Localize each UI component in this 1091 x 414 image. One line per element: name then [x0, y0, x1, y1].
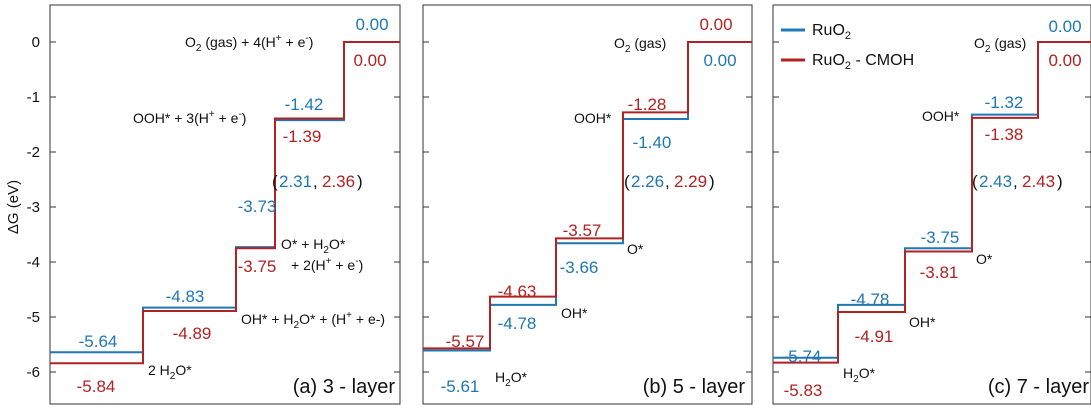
ruo2-value-label: -5.61 — [441, 377, 480, 396]
panel-title: (c) 7 - layer — [988, 376, 1089, 398]
species-label: H2O* — [843, 365, 876, 385]
species-label: OOH* — [574, 110, 612, 126]
species-label: H2O* — [495, 369, 528, 389]
species-label: OH* — [909, 314, 936, 330]
ruo2-value-label: -3.66 — [560, 258, 599, 277]
ruo2-value-label: -4.78 — [851, 290, 890, 309]
y-tick-label: -2 — [27, 144, 40, 161]
overpotential-paren: ( — [272, 172, 278, 191]
overpotential-paren: ) — [1057, 172, 1063, 191]
overpotential-comma: , — [1013, 172, 1018, 191]
series-line-cmoh — [773, 41, 1091, 364]
overpotential-ruo2: 2.31 — [279, 172, 312, 191]
cmoh-value-label: -3.81 — [920, 263, 959, 282]
species-label: OOH* + 3(H+ + e-) — [133, 109, 246, 126]
panel-frame — [772, 4, 1091, 405]
species-label: OH* — [561, 305, 588, 321]
species-label: OH* + H2O* + (H+ + e-) — [241, 310, 385, 331]
panel-frame — [422, 4, 753, 405]
overpotential-ruo2: 2.26 — [631, 172, 664, 191]
ruo2-value-label: 0.00 — [1048, 17, 1081, 36]
cmoh-value-label: -3.57 — [563, 221, 602, 240]
panel-frame — [49, 4, 401, 405]
ruo2-value-label: -3.75 — [921, 228, 960, 247]
series-line-ruo2 — [773, 41, 1091, 359]
cmoh-value-label: -5.84 — [77, 377, 116, 396]
cmoh-value-label: 0.00 — [699, 15, 732, 34]
panel-title: (b) 5 - layer — [643, 376, 746, 398]
overpotential-cmoh: 2.36 — [322, 172, 355, 191]
species-label: O2 (gas) — [614, 35, 666, 55]
cmoh-value-label: -5.57 — [446, 332, 485, 351]
ruo2-value-label: -1.32 — [985, 93, 1024, 112]
overpotential-paren: ( — [624, 172, 630, 191]
overpotential-comma: , — [313, 172, 318, 191]
species-label: O* — [627, 241, 644, 257]
ruo2-value-label: -5.74 — [783, 347, 822, 366]
cmoh-value-label: -5.83 — [784, 381, 823, 400]
ruo2-value-label: 0.00 — [355, 15, 388, 34]
series-line-ruo2 — [423, 41, 752, 352]
cmoh-value-label: -4.89 — [173, 324, 212, 343]
y-tick-label: -6 — [27, 364, 40, 381]
legend-label-cmoh: RuO2 - CMOH — [812, 52, 914, 72]
overpotential-ruo2: 2.43 — [979, 172, 1012, 191]
y-tick-label: -4 — [27, 254, 40, 271]
species-label: OOH* — [922, 108, 960, 124]
ruo2-value-label: -1.42 — [285, 95, 324, 114]
cmoh-value-label: 0.00 — [1048, 51, 1081, 70]
cmoh-value-label: -1.38 — [985, 125, 1024, 144]
overpotential-cmoh: 2.43 — [1022, 172, 1055, 191]
y-tick-label: -5 — [27, 309, 40, 326]
y-tick-label: 0 — [32, 34, 40, 51]
cmoh-value-label: -4.63 — [498, 282, 537, 301]
species-label: + 2(H+ + e-) — [291, 256, 363, 273]
species-label: 2 H2O* — [148, 362, 192, 382]
y-tick-label: -1 — [27, 89, 40, 106]
panel-title: (a) 3 - layer — [293, 376, 396, 398]
ruo2-value-label: -4.83 — [166, 287, 205, 306]
species-label: O2 (gas) + 4(H+ + e-) — [185, 33, 313, 54]
species-label: O* — [976, 251, 993, 267]
legend-label-ruo2: RuO2 — [812, 22, 851, 42]
cmoh-value-label: -1.28 — [628, 95, 667, 114]
y-tick-label: -3 — [27, 199, 40, 216]
series-line-cmoh — [50, 41, 400, 365]
series-line-ruo2 — [50, 41, 400, 354]
ruo2-value-label: 0.00 — [703, 51, 736, 70]
overpotential-cmoh: 2.29 — [674, 172, 707, 191]
y-axis-label: ΔG (eV) — [5, 180, 22, 234]
overpotential-paren: ) — [357, 172, 363, 191]
ruo2-value-label: -3.73 — [238, 197, 277, 216]
cmoh-value-label: -3.75 — [238, 257, 277, 276]
cmoh-value-label: 0.00 — [353, 51, 386, 70]
species-label: O* + H2O* — [281, 236, 346, 256]
overpotential-paren: ) — [709, 172, 715, 191]
species-label: O2 (gas) — [974, 35, 1026, 55]
overpotential-paren: ( — [972, 172, 978, 191]
cmoh-value-label: -4.91 — [855, 327, 894, 346]
ruo2-value-label: -1.40 — [633, 133, 672, 152]
ruo2-value-label: -4.78 — [498, 314, 537, 333]
ruo2-value-label: -5.64 — [79, 332, 118, 351]
series-line-cmoh — [423, 41, 752, 350]
cmoh-value-label: -1.39 — [283, 127, 322, 146]
overpotential-comma: , — [665, 172, 670, 191]
